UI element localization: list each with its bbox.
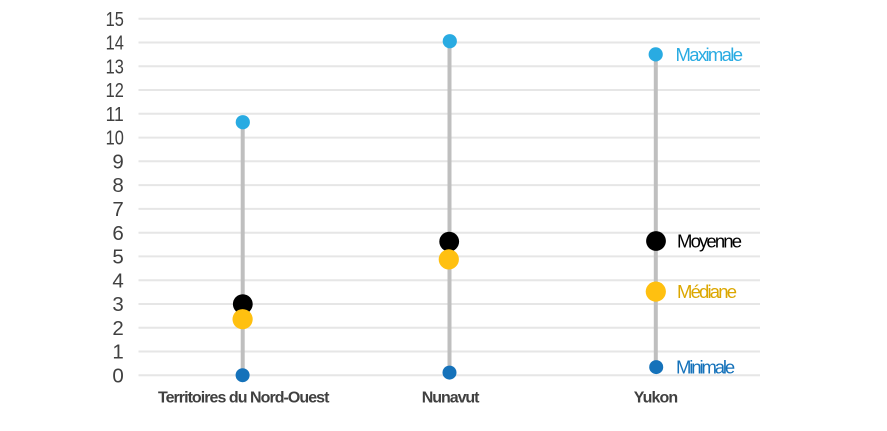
- svg-text:Minimale: Minimale: [676, 357, 735, 378]
- svg-text:10: 10: [106, 127, 124, 150]
- svg-text:Yukon: Yukon: [634, 390, 678, 407]
- svg-text:Territoires du Nord-Ouest: Territoires du Nord-Ouest: [158, 390, 330, 407]
- svg-text:13: 13: [106, 55, 124, 78]
- svg-text:4: 4: [112, 269, 123, 292]
- svg-text:3: 3: [112, 293, 123, 316]
- svg-text:11: 11: [106, 103, 124, 126]
- svg-text:2: 2: [112, 317, 123, 340]
- svg-text:1: 1: [112, 341, 123, 364]
- svg-text:12: 12: [106, 79, 124, 102]
- svg-text:0: 0: [112, 364, 123, 387]
- svg-text:5: 5: [112, 246, 123, 269]
- svg-text:8: 8: [112, 174, 123, 197]
- svg-text:Moyenne: Moyenne: [677, 231, 742, 252]
- svg-text:6: 6: [112, 222, 123, 245]
- svg-text:15: 15: [106, 8, 124, 31]
- svg-text:14: 14: [106, 32, 124, 55]
- svg-text:9: 9: [112, 150, 123, 173]
- svg-text:Nunavut: Nunavut: [422, 390, 480, 407]
- svg-text:7: 7: [112, 198, 123, 221]
- svg-text:Médiane: Médiane: [677, 281, 737, 302]
- svg-text:Maximale: Maximale: [676, 44, 744, 65]
